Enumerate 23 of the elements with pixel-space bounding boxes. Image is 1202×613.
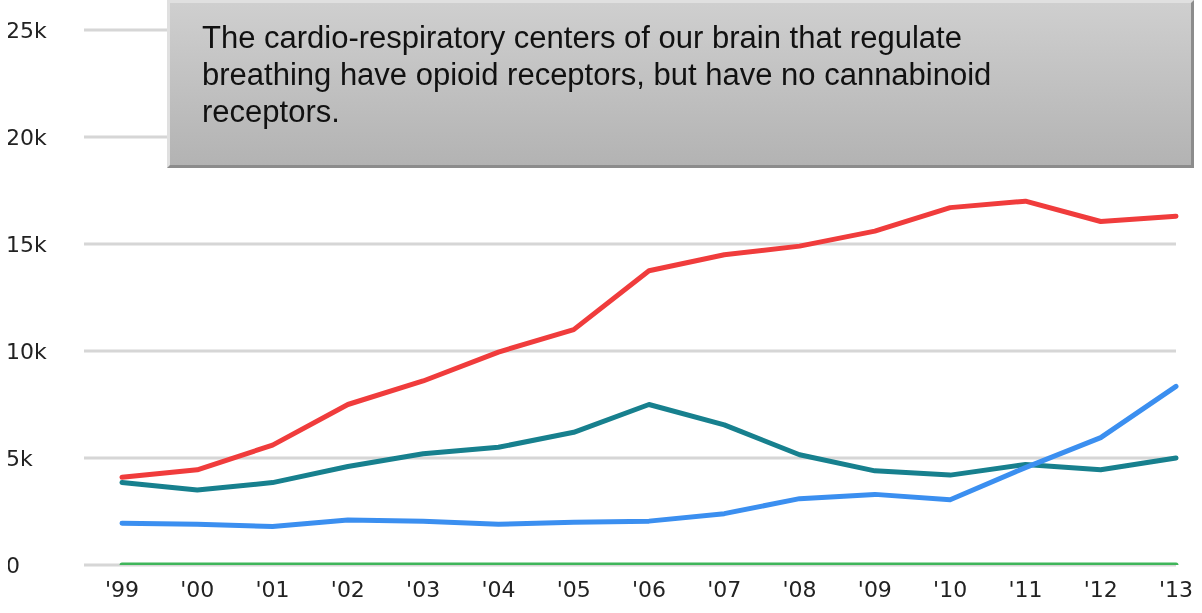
y-tick-label: 15k [6, 231, 47, 257]
x-tick-label: '03 [406, 576, 441, 602]
annotation: The cardio-respiratory centers of our brain that regulate breathing have opioid receptors, but have no cannabinoid receptors. [202, 19, 993, 130]
x-tick-label: '99 [104, 576, 140, 602]
y-tick-label: 10k [6, 338, 47, 364]
x-tick-label: '13 [1158, 576, 1194, 602]
x-tick-label: '02 [330, 576, 365, 602]
y-tick-label: 25k [6, 17, 47, 43]
x-tick-label: '01 [255, 576, 290, 602]
x-tick-label: '09 [857, 576, 892, 602]
x-tick-label: '07 [707, 576, 742, 602]
x-tick-label: '11 [1008, 576, 1043, 602]
x-tick-label: '00 [180, 576, 215, 602]
x-tick-label: '10 [933, 576, 968, 602]
x-tick-label: '08 [782, 576, 817, 602]
x-tick-label: '05 [556, 576, 591, 602]
y-tick-label: 0 [6, 552, 20, 578]
y-tick-label: 20k [6, 124, 47, 150]
x-tick-label: '12 [1083, 576, 1118, 602]
x-tick-label: '04 [481, 576, 516, 602]
note-box: The cardio-respiratory centers of our brain that regulate breathing have opioid receptors, but have no cannabinoid receptors. [167, 0, 1194, 168]
x-tick-label: '06 [631, 576, 667, 602]
y-tick-label: 5k [6, 445, 33, 471]
